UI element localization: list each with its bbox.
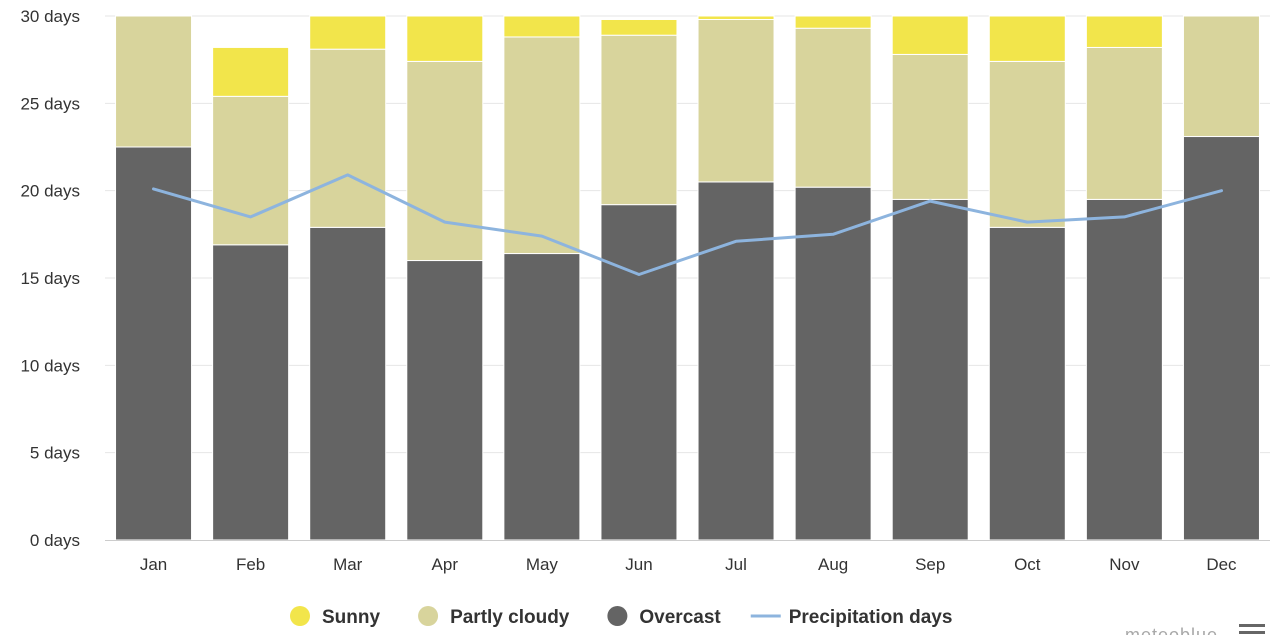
bar-overcast-jun[interactable] [600,204,678,541]
bar-sunny-sep[interactable] [891,15,969,55]
legend-item-precipitation-days[interactable]: Precipitation days [750,607,953,628]
precipitation-days-line[interactable] [152,173,1223,276]
bar-overcast-aug[interactable] [794,186,872,541]
y-tick-label-0: 0 days [30,531,80,550]
legend-marker-sunny [290,606,310,626]
legend-label-partly-cloudy: Partly cloudy [450,607,570,628]
x-tick-label-aug: Aug [818,555,848,574]
bar-sunny-mar[interactable] [309,15,387,50]
bar-overcast-sep[interactable] [891,198,969,541]
legend-label-overcast: Overcast [639,607,721,628]
x-tick-label-mar: Mar [333,555,363,574]
bar-partly-cloudy-dec[interactable] [1182,15,1260,138]
legend: Sunny Partly cloudy Overcast Precipitation … [290,606,952,628]
branding: meteoblue [1125,624,1265,635]
y-tick-label-15: 15 days [20,269,80,288]
legend-item-partly-cloudy[interactable]: Partly cloudy [418,606,570,628]
bar-partly-cloudy-mar[interactable] [309,48,387,228]
bar-overcast-jul[interactable] [697,181,775,541]
bar-overcast-apr[interactable] [406,260,484,541]
x-tick-label-dec: Dec [1206,555,1237,574]
x-tick-label-feb: Feb [236,555,265,574]
legend-label-sunny: Sunny [322,607,380,628]
bar-overcast-mar[interactable] [309,226,387,541]
y-tick-label-5: 5 days [30,444,80,463]
bar-partly-cloudy-jun[interactable] [600,34,678,206]
x-tick-label-jul: Jul [725,555,747,574]
x-tick-label-jan: Jan [140,555,167,574]
bar-partly-cloudy-jan[interactable] [115,15,193,148]
legend-item-sunny[interactable]: Sunny [290,606,380,628]
bar-partly-cloudy-nov[interactable] [1085,46,1163,200]
bar-sunny-feb[interactable] [212,46,290,97]
y-tick-label-10: 10 days [20,356,80,375]
y-tick-label-30: 30 days [20,7,80,26]
bar-partly-cloudy-oct[interactable] [988,60,1066,228]
x-tick-label-oct: Oct [1014,555,1041,574]
x-tick-label-jun: Jun [625,555,652,574]
y-tick-label-25: 25 days [20,94,80,113]
bar-overcast-oct[interactable] [988,226,1066,541]
bar-sunny-apr[interactable] [406,15,484,62]
bar-partly-cloudy-apr[interactable] [406,60,484,262]
bar-partly-cloudy-jul[interactable] [697,18,775,183]
legend-marker-overcast [607,606,628,626]
bar-sunny-jun[interactable] [600,18,678,36]
y-tick-label-20: 20 days [20,182,80,201]
legend-label-precipitation-days: Precipitation days [789,607,953,628]
x-tick-label-sep: Sep [915,555,945,574]
bar-sunny-jul[interactable] [697,15,775,20]
bar-sunny-may[interactable] [503,15,581,38]
x-tick-label-nov: Nov [1109,555,1140,574]
bar-overcast-feb[interactable] [212,244,290,541]
legend-item-overcast[interactable]: Overcast [607,606,721,628]
x-axis: Jan Feb Mar Apr May Jun Jul Aug Sep Oct Nov Dec [105,540,1270,574]
bar-partly-cloudy-may[interactable] [503,36,581,255]
precipitation-line-layer [152,173,1223,276]
bar-overcast-may[interactable] [503,253,581,541]
bar-partly-cloudy-sep[interactable] [891,53,969,200]
bar-overcast-jan[interactable] [115,146,193,541]
x-tick-label-may: May [526,555,559,574]
legend-marker-partly-cloudy [418,606,439,626]
bar-sunny-aug[interactable] [794,15,872,29]
bar-partly-cloudy-feb[interactable] [212,95,290,246]
bar-overcast-nov[interactable] [1085,198,1163,541]
brand-logo-text: meteoblue [1125,625,1218,635]
bar-sunny-oct[interactable] [988,15,1066,62]
bars-group [115,15,1260,541]
bar-sunny-nov[interactable] [1085,15,1163,48]
y-axis: 0 days 5 days 10 days 15 days 20 days 25 days… [20,7,80,550]
bar-partly-cloudy-aug[interactable] [794,27,872,188]
gridlines [105,15,1270,454]
x-tick-label-apr: Apr [432,555,459,574]
hamburger-menu-icon[interactable] [1239,624,1265,634]
